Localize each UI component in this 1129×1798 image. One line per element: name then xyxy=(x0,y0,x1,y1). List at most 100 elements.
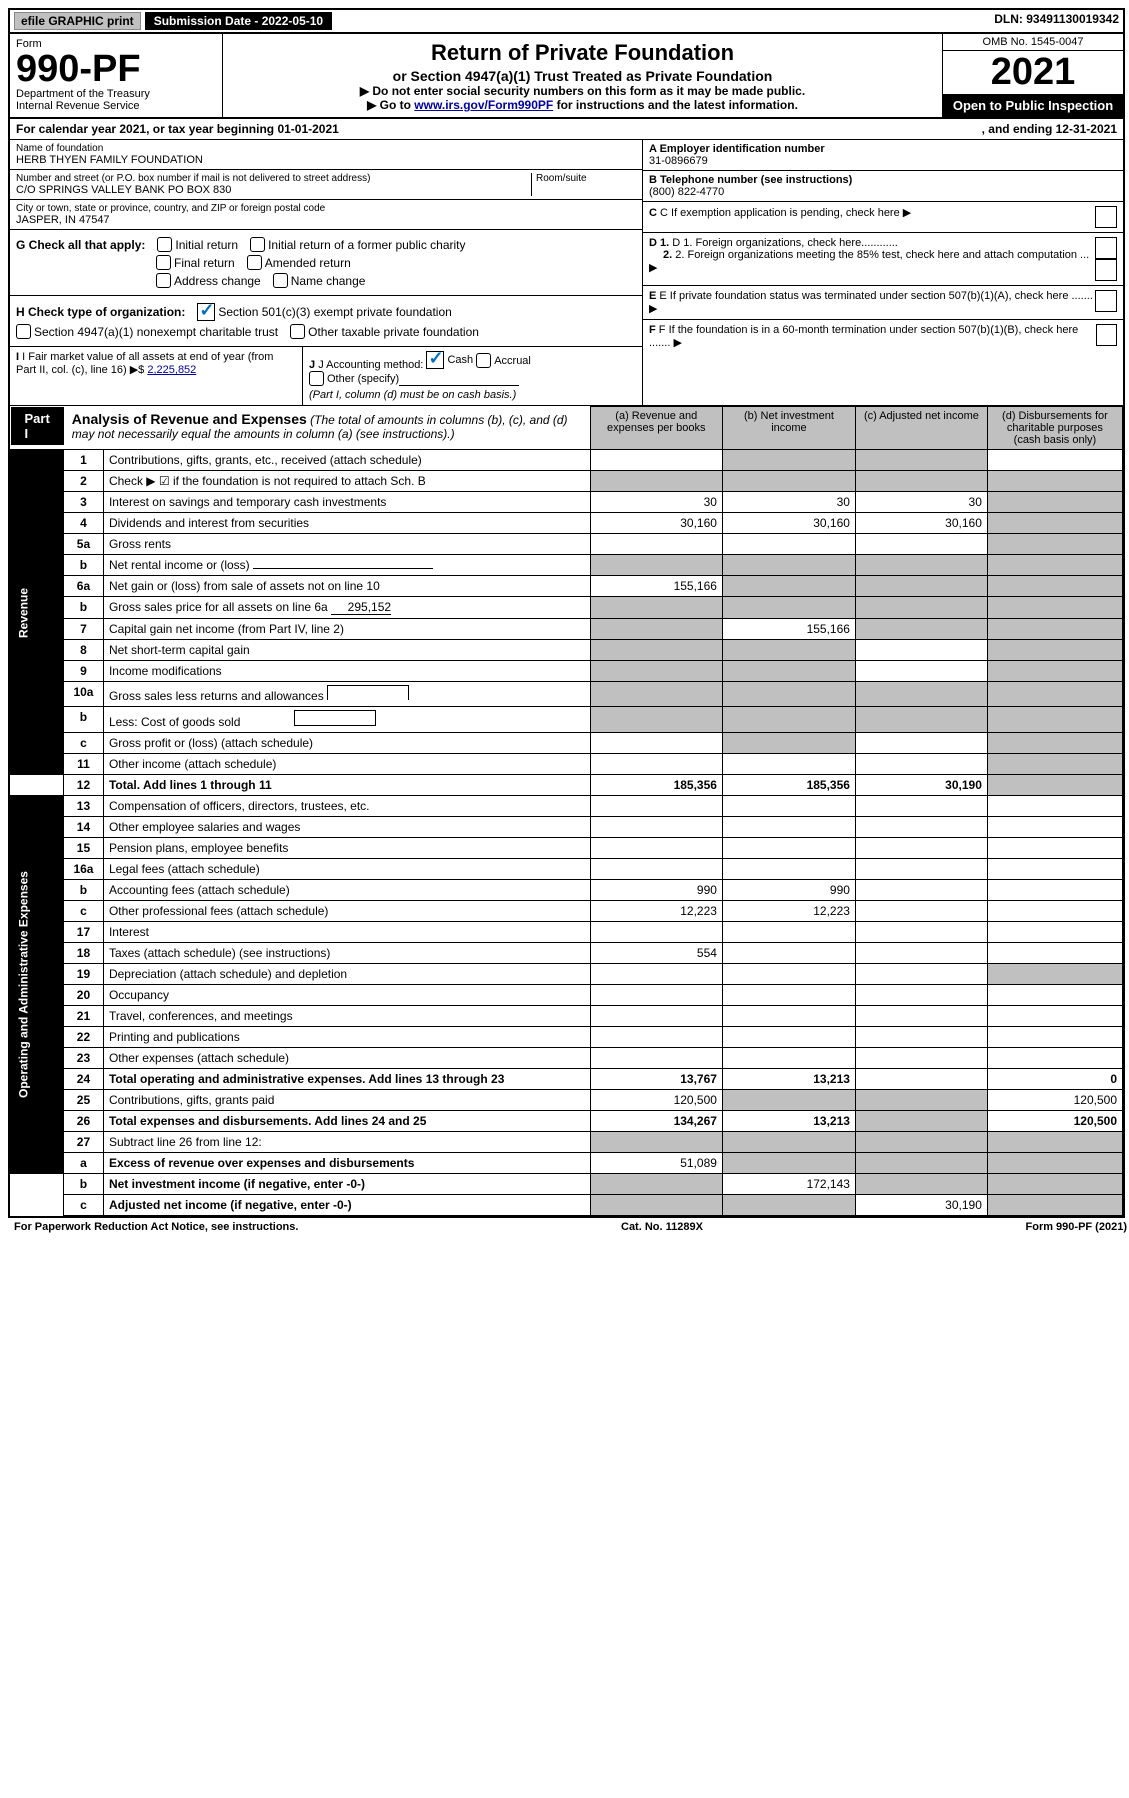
line-3: Interest on savings and temporary cash i… xyxy=(103,492,590,513)
l25-d: 120,500 xyxy=(987,1090,1122,1111)
l25-a: 120,500 xyxy=(590,1090,722,1111)
line-23: Other expenses (attach schedule) xyxy=(103,1048,590,1069)
i-label: I Fair market value of all assets at end… xyxy=(16,351,273,376)
l12-a: 185,356 xyxy=(590,775,722,796)
e-label: E If private foundation status was termi… xyxy=(659,290,1093,302)
form-990pf: efile GRAPHIC print Submission Date - 20… xyxy=(8,8,1125,1218)
j-label: J Accounting method: xyxy=(318,359,423,371)
year-end: , and ending 12-31-2021 xyxy=(982,122,1117,136)
l18-a: 554 xyxy=(590,943,722,964)
line-9: Income modifications xyxy=(103,661,590,682)
g-label: G Check all that apply: xyxy=(16,238,145,252)
submission-date: Submission Date - 2022-05-10 xyxy=(145,12,332,30)
line-20: Occupancy xyxy=(103,985,590,1006)
initial-former-checkbox[interactable] xyxy=(250,237,265,252)
line-22: Printing and publications xyxy=(103,1027,590,1048)
form-title: Return of Private Foundation xyxy=(231,40,934,66)
foundation-name: HERB THYEN FAMILY FOUNDATION xyxy=(16,154,636,166)
line-16b: Accounting fees (attach schedule) xyxy=(103,880,590,901)
name-change-checkbox[interactable] xyxy=(273,273,288,288)
top-bar: efile GRAPHIC print Submission Date - 20… xyxy=(10,10,1123,34)
line-12: Total. Add lines 1 through 11 xyxy=(103,775,590,796)
line-11: Other income (attach schedule) xyxy=(103,754,590,775)
line-14: Other employee salaries and wages xyxy=(103,817,590,838)
e-checkbox[interactable] xyxy=(1095,290,1117,312)
l16c-b: 12,223 xyxy=(722,901,855,922)
l6a-a: 155,166 xyxy=(590,576,722,597)
line-2: Check ▶ ☑ if the foundation is not requi… xyxy=(103,471,590,492)
line-15: Pension plans, employee benefits xyxy=(103,838,590,859)
l16b-b: 990 xyxy=(722,880,855,901)
accrual-checkbox[interactable] xyxy=(476,353,491,368)
analysis-table: Part I Analysis of Revenue and Expenses … xyxy=(10,406,1123,1216)
l4-a: 30,160 xyxy=(590,513,722,534)
fmv-value[interactable]: 2,225,852 xyxy=(147,364,196,376)
d1-checkbox[interactable] xyxy=(1095,237,1117,259)
address-change-label: Address change xyxy=(174,274,261,288)
irs-link[interactable]: www.irs.gov/Form990PF xyxy=(414,98,553,112)
4947-checkbox[interactable] xyxy=(16,324,31,339)
address-change-checkbox[interactable] xyxy=(156,273,171,288)
line-27b: Net investment income (if negative, ente… xyxy=(109,1177,365,1191)
initial-former-label: Initial return of a former public charit… xyxy=(268,238,465,252)
line-25: Contributions, gifts, grants paid xyxy=(103,1090,590,1111)
l26-b: 13,213 xyxy=(722,1111,855,1132)
col-d-header: (d) Disbursements for charitable purpose… xyxy=(987,407,1122,450)
omb-number: OMB No. 1545-0047 xyxy=(943,34,1123,51)
line-5b: Net rental income or (loss) xyxy=(109,558,250,572)
line-27a: Excess of revenue over expenses and disb… xyxy=(103,1153,590,1174)
final-return-checkbox[interactable] xyxy=(156,255,171,270)
l27c-c: 30,190 xyxy=(855,1195,987,1216)
other-taxable-checkbox[interactable] xyxy=(290,324,305,339)
expenses-side-label: Operating and Administrative Expenses xyxy=(11,796,64,1174)
form-number: 990-PF xyxy=(16,50,216,88)
j-note: (Part I, column (d) must be on cash basi… xyxy=(309,389,516,401)
dept-treasury: Department of the Treasury xyxy=(16,88,216,100)
line-10b: Less: Cost of goods sold xyxy=(109,715,240,729)
col-c-header: (c) Adjusted net income xyxy=(855,407,987,450)
year-begin: For calendar year 2021, or tax year begi… xyxy=(16,122,339,136)
l24-d: 0 xyxy=(987,1069,1122,1090)
part1-title: Analysis of Revenue and Expenses xyxy=(72,411,307,427)
accrual-label: Accrual xyxy=(494,355,531,367)
f-checkbox[interactable] xyxy=(1096,324,1117,346)
l26-d: 120,500 xyxy=(987,1111,1122,1132)
form-header: Form 990-PF Department of the Treasury I… xyxy=(10,34,1123,119)
line-6a: Net gain or (loss) from sale of assets n… xyxy=(103,576,590,597)
d1-label: D 1. Foreign organizations, check here..… xyxy=(672,237,898,249)
phone-value: (800) 822-4770 xyxy=(649,186,1117,198)
c-checkbox[interactable] xyxy=(1095,206,1117,228)
l4-c: 30,160 xyxy=(855,513,987,534)
cash-checkbox[interactable] xyxy=(426,351,444,369)
line-21: Travel, conferences, and meetings xyxy=(103,1006,590,1027)
l12-c: 30,190 xyxy=(855,775,987,796)
instruction-goto-prefix: ▶ Go to xyxy=(367,98,414,112)
efile-print-button[interactable]: efile GRAPHIC print xyxy=(14,12,141,30)
other-accounting-checkbox[interactable] xyxy=(309,371,324,386)
l24-b: 13,213 xyxy=(722,1069,855,1090)
line-16a: Legal fees (attach schedule) xyxy=(103,859,590,880)
cat-number: Cat. No. 11289X xyxy=(621,1221,703,1233)
address: C/O SPRINGS VALLEY BANK PO BOX 830 xyxy=(16,184,531,196)
c-label: C If exemption application is pending, c… xyxy=(660,207,900,219)
l26-a: 134,267 xyxy=(590,1111,722,1132)
amended-return-checkbox[interactable] xyxy=(247,255,262,270)
501c3-checkbox[interactable] xyxy=(197,303,215,321)
l16c-a: 12,223 xyxy=(590,901,722,922)
l3-a: 30 xyxy=(590,492,722,513)
other-accounting-label: Other (specify) xyxy=(327,373,399,385)
initial-return-checkbox[interactable] xyxy=(157,237,172,252)
city-label: City or town, state or province, country… xyxy=(16,203,636,214)
f-label: F If the foundation is in a 60-month ter… xyxy=(649,324,1078,349)
l24-a: 13,767 xyxy=(590,1069,722,1090)
name-change-label: Name change xyxy=(291,274,366,288)
line-24: Total operating and administrative expen… xyxy=(103,1069,590,1090)
line-10a: Gross sales less returns and allowances xyxy=(109,689,324,703)
l3-c: 30 xyxy=(855,492,987,513)
line-27c: Adjusted net income (if negative, enter … xyxy=(109,1198,352,1212)
l6b-value: 295,152 xyxy=(331,600,391,615)
other-taxable-label: Other taxable private foundation xyxy=(308,325,479,339)
ein-value: 31-0896679 xyxy=(649,155,1117,167)
d2-checkbox[interactable] xyxy=(1095,259,1117,281)
line-7: Capital gain net income (from Part IV, l… xyxy=(103,619,590,640)
